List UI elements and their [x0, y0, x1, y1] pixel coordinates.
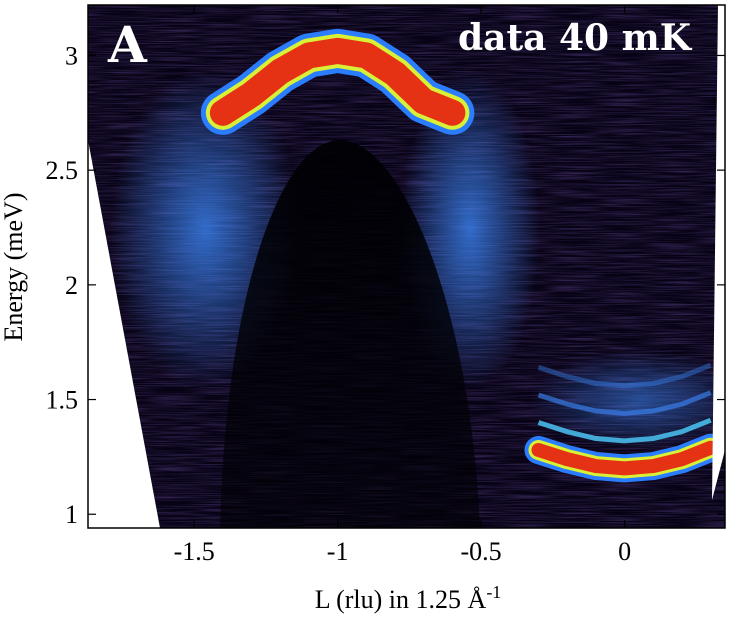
plot-frame: [87, 4, 726, 529]
y-tick-label: 2: [65, 271, 78, 300]
x-tick-label: 0: [618, 537, 631, 566]
x-axis-title-main: L (rlu) in 1.25 Å: [315, 585, 487, 614]
temperature-annotation: data 40 mK: [458, 17, 693, 59]
bottom-arc-core: [531, 440, 718, 476]
heatmap-area: [88, 5, 725, 528]
panel-label: A: [107, 15, 148, 74]
x-axis-title: L (rlu) in 1.25 Å-1: [315, 582, 502, 614]
y-axis: 1 1.5 2 2.5 3: [46, 41, 725, 529]
x-tick-label: -0.5: [461, 537, 502, 566]
top-arc-core: [209, 37, 466, 126]
left-white-wedge: [88, 140, 160, 528]
secondary-band: [537, 390, 712, 416]
y-tick-label: 2.5: [46, 156, 79, 185]
y-axis-title: Energy (meV): [0, 193, 28, 342]
dark-dome: [220, 140, 480, 528]
right-white-wedge: [690, 5, 725, 500]
lower-right-intensity: [530, 350, 725, 450]
secondary-band: [537, 417, 712, 444]
y-tick-label: 3: [65, 41, 78, 70]
y-tick-label: 1.5: [46, 386, 79, 415]
x-tick-label: -1.5: [174, 537, 215, 566]
secondary-band: [537, 362, 712, 389]
x-axis: -1.5 -1 -0.5 0: [174, 5, 631, 566]
top-arc-band: [200, 28, 475, 135]
bottom-arc-band: [524, 362, 725, 483]
x-tick-label: -1: [327, 537, 349, 566]
y-tick-label: 1: [65, 500, 78, 529]
x-axis-title-superscript: -1: [486, 582, 501, 602]
